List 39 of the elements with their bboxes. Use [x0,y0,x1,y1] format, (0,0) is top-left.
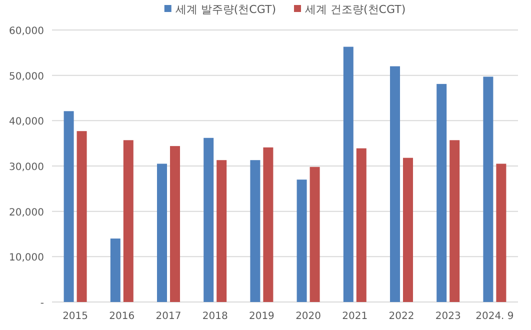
y-tick-label: 60,000 [9,26,44,37]
x-tick-label: 2019 [248,311,274,322]
bar [436,84,447,302]
y-tick-label: 40,000 [9,116,44,128]
bar [390,66,400,302]
x-tick-label: 2015 [62,311,88,322]
x-tick-label: 2020 [296,311,322,322]
bar [496,164,506,302]
bar [343,46,354,302]
legend-label: 세계 발주량(천CGT) [175,3,276,16]
x-tick-label: 2023 [435,311,461,322]
x-tick-label: 2021 [342,311,368,322]
bar [483,76,494,302]
y-tick-label: - [40,298,44,309]
x-tick-label: 2016 [109,311,135,322]
bar [123,140,134,302]
bar [356,148,366,302]
x-tick-label: 2022 [388,311,414,322]
y-tick-label: 30,000 [9,162,44,173]
bar [296,180,307,302]
x-tick-label: 2017 [156,311,182,322]
bar [450,140,460,302]
bar [250,160,260,302]
legend-label: 세계 건조량(천CGT) [305,3,406,16]
bar [170,146,180,302]
bar [263,147,274,302]
x-tick-label: 2018 [202,311,228,322]
y-tick-label: 10,000 [9,252,44,264]
y-tick-label: 20,000 [9,207,44,218]
bar [403,158,413,302]
bar [204,138,214,302]
bar [76,131,87,302]
bar [110,238,120,302]
bar [216,160,227,302]
bar [64,111,74,302]
bar [310,166,320,302]
bar [157,164,167,302]
x-tick-label: 2024. 9 [476,311,514,322]
y-tick-label: 50,000 [9,71,44,82]
